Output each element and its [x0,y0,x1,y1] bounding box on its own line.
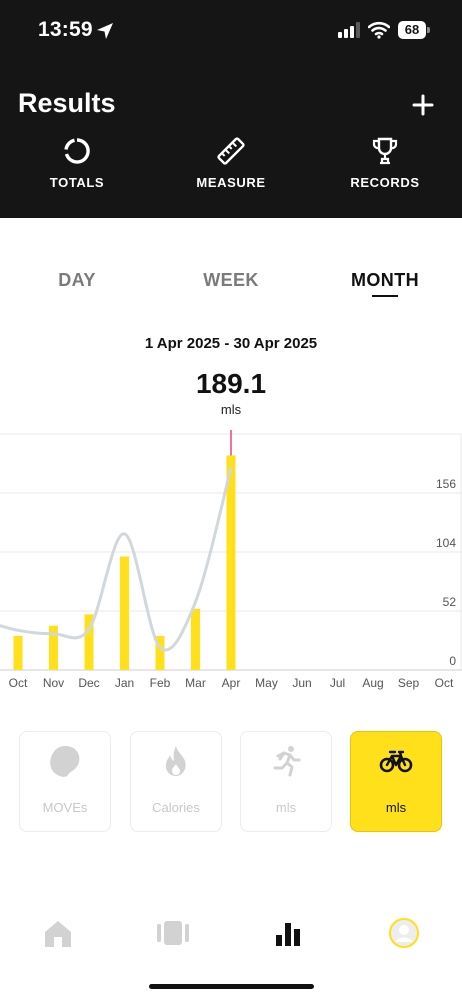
activity-card-label: mls [275,800,297,815]
ruler-icon [217,137,245,165]
chart-bar [226,455,236,670]
plus-icon[interactable] [406,88,440,122]
nav-profile[interactable] [384,913,424,953]
monthly-distance-chart[interactable]: 0 52 104 156 Oct Nov Dec Jan Feb Mar Apr May Jun Jul A… [0,430,462,700]
flame-icon [165,746,186,776]
total-unit: mls [220,402,242,417]
home-indicator[interactable] [149,984,314,989]
chart-bar [155,635,165,670]
y-tick-label: 52 [443,595,457,609]
home-icon [45,921,71,947]
period-tab-day[interactable]: DAY [58,270,96,290]
moves-icon [50,746,80,777]
status-time: 13:59 [38,18,93,41]
chart-bar [84,614,94,670]
nav-home[interactable] [38,913,78,953]
chart-bar [120,556,129,670]
x-tick-label: Jun [292,676,311,690]
battery-tip [427,27,430,33]
x-tick-label: May [255,676,278,690]
avatar-icon [389,918,419,948]
chart-trend-line [0,466,233,652]
x-tick-label: Feb [150,676,171,690]
bicycle-icon [379,750,413,773]
battery-level: 68 [398,21,426,39]
period-selected-indicator [372,295,398,297]
y-tick-label: 0 [449,654,456,668]
nav-results[interactable] [268,913,308,953]
period-tab-month[interactable]: MONTH [351,270,419,290]
tab-measure-label: MEASURE [196,175,266,190]
x-tick-label: Jul [330,676,345,690]
tab-records[interactable]: RECORDS [320,136,450,190]
tab-records-label: RECORDS [350,175,420,190]
activity-card-moves[interactable]: MOVEs [19,731,111,832]
running-icon [273,746,301,777]
wifi-icon [368,21,390,39]
total-value: 189.1 [195,368,267,399]
y-tick-label: 156 [436,477,456,491]
x-tick-label: Jan [115,676,134,690]
ring-chart-icon [64,138,90,164]
activity-card-running[interactable]: mls [240,731,332,832]
activity-card-calories[interactable]: Calories [130,731,222,832]
bar-chart-icon [276,923,300,946]
y-tick-label: 104 [436,536,456,550]
tab-totals[interactable]: TOTALS [12,136,142,190]
tab-totals-label: TOTALS [49,175,105,190]
x-tick-label: Dec [78,676,99,690]
activity-card-label: MOVEs [42,800,88,815]
device-icon [157,921,189,945]
x-tick-label: Oct [9,676,28,690]
activity-card-cycling[interactable]: mls [350,731,442,832]
header-bar: 13:59 68 Results TOTALS [0,0,462,218]
x-tick-label: Apr [222,676,241,690]
activity-card-label: Calories [152,800,200,815]
nav-device[interactable] [153,913,193,953]
x-tick-label: Nov [43,676,64,690]
page-title: Results [18,88,116,118]
chart-bar [49,625,58,670]
location-arrow-icon [97,23,113,39]
trophy-icon [372,137,398,165]
signal-icon [338,22,360,38]
period-tab-week[interactable]: WEEK [203,270,259,290]
x-tick-label: Aug [362,676,383,690]
chart-bar [13,635,23,670]
chart-bar [191,608,200,670]
x-tick-label: Oct [435,676,454,690]
battery-icon: 68 [398,21,430,39]
activity-card-label: mls [385,800,407,815]
x-tick-label: Sep [398,676,420,690]
date-range: 1 Apr 2025 - 30 Apr 2025 [144,335,318,352]
x-tick-label: Mar [185,676,206,690]
tab-measure[interactable]: MEASURE [166,136,296,190]
